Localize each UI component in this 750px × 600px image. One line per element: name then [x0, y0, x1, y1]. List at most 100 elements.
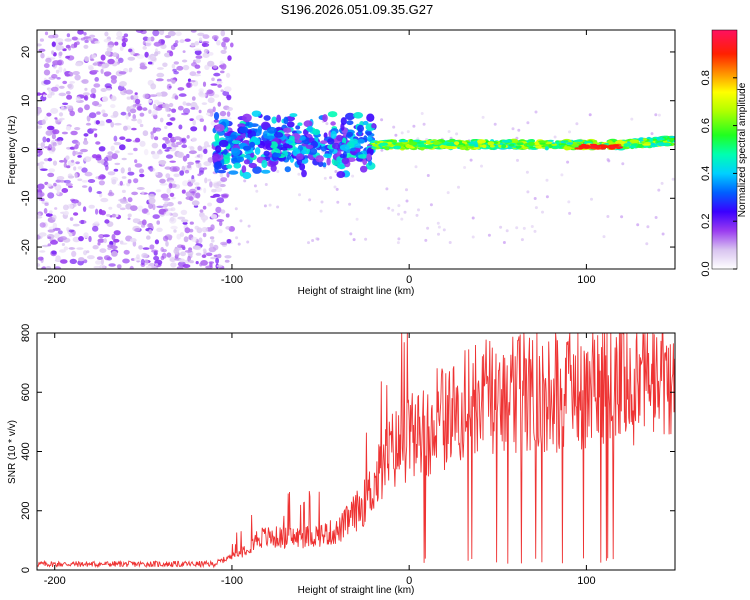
- noise-blob: [76, 247, 84, 250]
- noise-blob: [246, 240, 250, 244]
- onset-blob: [357, 138, 365, 144]
- noise-blob: [94, 40, 100, 44]
- signal-blob: [551, 145, 560, 149]
- noise-blob: [173, 173, 180, 178]
- noise-blob: [193, 74, 201, 77]
- onset-blob: [215, 145, 222, 154]
- noise-blob: [129, 205, 138, 212]
- noise-blob: [203, 125, 207, 132]
- noise-blob: [560, 173, 564, 177]
- noise-blob: [111, 213, 116, 218]
- noise-blob: [181, 189, 186, 194]
- signal-blob: [386, 141, 392, 145]
- noise-blob: [59, 249, 66, 253]
- y-tick-label: 400: [20, 442, 32, 460]
- onset-blob: [286, 144, 293, 149]
- noise-blob: [534, 110, 538, 114]
- onset-blob: [365, 131, 372, 136]
- noise-blob: [121, 176, 127, 179]
- noise-blob: [163, 211, 172, 216]
- noise-blob: [65, 125, 71, 131]
- noise-blob: [57, 119, 63, 123]
- noise-blob: [108, 206, 113, 210]
- onset-blob: [264, 140, 272, 147]
- noise-blob: [75, 96, 81, 102]
- noise-blob: [185, 196, 193, 201]
- noise-blob: [40, 198, 45, 202]
- y-tick-label: -10: [20, 190, 32, 206]
- noise-blob: [95, 120, 101, 125]
- onset-blob: [362, 120, 369, 126]
- noise-blob: [90, 93, 96, 98]
- noise-blob: [173, 71, 179, 75]
- noise-blob: [198, 109, 202, 114]
- peak-blob: [589, 145, 598, 148]
- noise-blob: [221, 41, 226, 48]
- noise-blob: [58, 51, 63, 57]
- noise-blob: [83, 156, 92, 163]
- signal-blob: [529, 146, 536, 149]
- signal-blob: [558, 143, 567, 146]
- noise-blob: [323, 176, 327, 180]
- onset-blob: [263, 115, 271, 121]
- signal-blob: [473, 147, 481, 150]
- noise-blob: [48, 168, 56, 173]
- signal-blob: [515, 145, 522, 149]
- signal-blob: [400, 147, 406, 150]
- noise-blob: [203, 148, 208, 154]
- noise-blob: [114, 150, 120, 154]
- noise-blob: [96, 111, 101, 115]
- noise-blob: [189, 228, 194, 233]
- noise-blob: [104, 31, 109, 37]
- onset-blob: [301, 169, 307, 178]
- noise-blob: [92, 101, 100, 106]
- noise-blob: [131, 191, 139, 196]
- noise-blob: [39, 250, 46, 253]
- noise-blob: [122, 258, 130, 264]
- noise-blob: [149, 244, 155, 250]
- noise-blob: [264, 183, 268, 186]
- noise-blob: [417, 208, 420, 212]
- noise-blob: [526, 121, 530, 125]
- onset-blob: [226, 164, 233, 169]
- onset-blob: [263, 150, 270, 157]
- noise-blob: [127, 56, 136, 61]
- colorbar-tick-label: 0.2: [700, 214, 712, 229]
- noise-blob: [208, 52, 214, 56]
- noise-blob: [54, 266, 62, 269]
- noise-blob: [133, 147, 138, 152]
- noise-blob: [437, 232, 440, 236]
- onset-blob: [336, 164, 345, 169]
- noise-blob: [174, 95, 179, 100]
- noise-blob: [152, 109, 158, 116]
- noise-blob: [168, 102, 174, 108]
- noise-blob: [54, 232, 60, 239]
- noise-blob: [183, 108, 190, 115]
- noise-blob: [198, 88, 204, 93]
- noise-blob: [169, 166, 177, 172]
- noise-blob: [636, 223, 640, 227]
- noise-blob: [125, 138, 132, 142]
- onset-blob: [276, 114, 281, 123]
- onset-blob: [250, 152, 255, 158]
- noise-blob: [156, 150, 163, 155]
- noise-blob: [68, 229, 75, 233]
- noise-blob: [37, 107, 42, 114]
- noise-blob: [224, 255, 232, 259]
- noise-blob: [620, 215, 624, 219]
- onset-blob: [252, 166, 262, 174]
- noise-blob: [84, 56, 90, 62]
- noise-blob: [182, 101, 187, 106]
- noise-blob: [41, 244, 49, 248]
- noise-blob: [47, 147, 52, 151]
- noise-blob: [91, 40, 95, 44]
- onset-blob: [308, 147, 318, 155]
- noise-blob: [134, 228, 141, 232]
- noise-blob: [62, 80, 68, 85]
- noise-blob: [145, 265, 152, 269]
- noise-blob: [499, 225, 503, 229]
- noise-blob: [74, 172, 78, 179]
- noise-blob: [215, 206, 222, 214]
- signal-blob: [490, 145, 495, 148]
- noise-blob: [171, 79, 176, 84]
